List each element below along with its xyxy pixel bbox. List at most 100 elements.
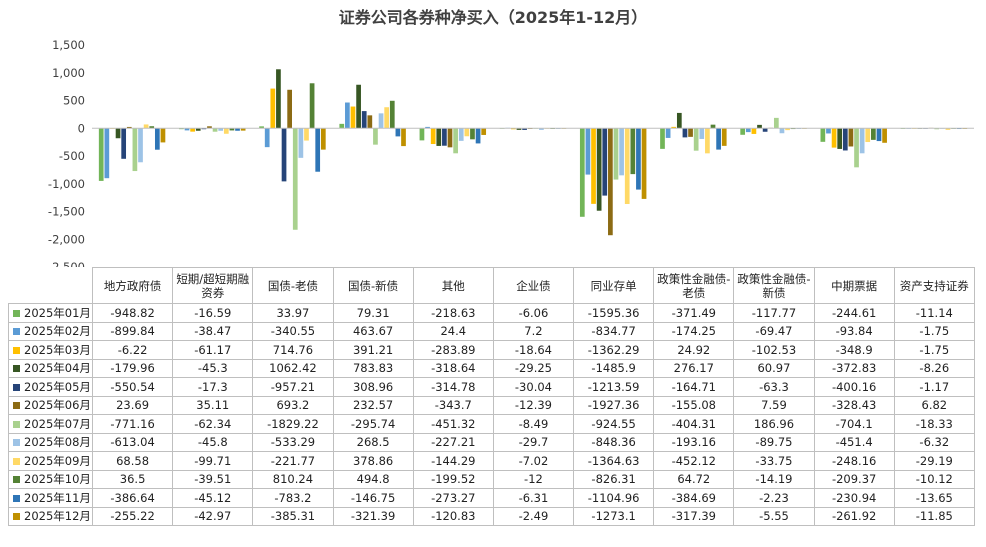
bar [630, 128, 636, 175]
bar [676, 112, 682, 129]
bar [395, 128, 401, 137]
table-cell: -30.04 [492, 377, 575, 397]
table-row: 2025年07月 -771.16 -62.34 -1829.22 -295.74 -451… [8, 414, 975, 434]
y-axis: 1,500 1,000 500 0 -500 -1,000 -1,500 -2,000 -2,5… [48, 38, 85, 267]
legend-swatch [13, 513, 20, 521]
table-cell: -283.89 [412, 340, 494, 360]
legend-swatch [13, 420, 20, 428]
table-cell: -16.59 [172, 303, 254, 323]
bar [779, 128, 785, 134]
bar [458, 128, 464, 141]
table-cell: 494.8 [332, 469, 414, 489]
table-cell: -221.77 [252, 451, 334, 471]
table-cell: -89.75 [733, 432, 815, 452]
table-cell: -6.32 [893, 432, 975, 452]
bar [436, 128, 442, 146]
table-cell: -1485.9 [573, 358, 655, 378]
table-cell: 60.97 [733, 358, 815, 378]
table-cell: -2.23 [733, 488, 815, 508]
table-cell: -295.74 [332, 414, 414, 434]
table-cell: -45.8 [172, 432, 254, 452]
bar [126, 126, 132, 129]
bar [143, 124, 149, 129]
legend-swatch [13, 328, 20, 336]
category-label: 政策性金融债-老债 [653, 267, 735, 304]
bar [378, 113, 384, 129]
table-cell: -834.77 [573, 321, 655, 341]
bar [831, 128, 837, 148]
table-cell: -69.47 [733, 321, 815, 341]
bar [608, 128, 613, 236]
table-cell: -164.71 [653, 377, 735, 397]
bar [641, 128, 647, 199]
table-row: 2025年10月 36.5 -39.51 810.24 494.8 -199.52 -12-… [8, 469, 975, 489]
table-cell: -6.31 [492, 488, 575, 508]
legend-swatch [13, 383, 20, 391]
bar [751, 128, 757, 134]
bar [276, 69, 281, 129]
table-cell: -371.49 [653, 303, 735, 323]
bar [384, 107, 390, 129]
series-legend-label: 2025年12月 [8, 506, 93, 526]
table-cell: -61.17 [172, 340, 254, 360]
table-cell: -783.2 [252, 488, 334, 508]
table-cell: -29.19 [893, 451, 975, 471]
table-cell: 783.83 [332, 358, 414, 378]
category-label: 短期/超短期融资券 [172, 267, 254, 304]
series-name: 2025年10月 [24, 472, 91, 487]
series-name: 2025年06月 [24, 398, 91, 413]
bar [345, 102, 350, 129]
bar [207, 126, 212, 129]
table-cell: -93.84 [813, 321, 895, 341]
bar [871, 128, 876, 140]
bar [699, 128, 705, 139]
table-cell: -1273.1 [573, 506, 655, 526]
table-cell: -18.64 [492, 340, 575, 360]
table-cell: -328.43 [813, 395, 895, 415]
bar [373, 128, 378, 145]
bar [425, 126, 430, 129]
bar [419, 128, 425, 141]
bar [516, 128, 522, 130]
table-cell: -1.75 [893, 340, 975, 360]
table-cell: -5.55 [733, 506, 815, 526]
table-cell: -384.69 [653, 488, 735, 508]
table-cell: -451.32 [412, 414, 494, 434]
table-cell: -17.3 [172, 377, 254, 397]
table-cell: -209.37 [813, 469, 895, 489]
bar [212, 128, 218, 132]
y-tick-label: 500 [63, 94, 85, 108]
bar [121, 128, 127, 159]
bar [223, 128, 229, 134]
table-cell: 79.31 [332, 303, 414, 323]
table-cell: -45.3 [172, 358, 254, 378]
category-label: 资产支持证券 [893, 267, 975, 304]
bar [859, 128, 865, 154]
bar [98, 128, 104, 181]
legend-swatch [13, 476, 20, 484]
table-cell: -33.75 [733, 451, 815, 471]
table-cell: -63.3 [733, 377, 815, 397]
y-tick-label: 1,000 [52, 66, 85, 80]
bar [309, 83, 315, 129]
table-row: 2025年04月 -179.96 -45.3 1062.42 783.83 -318.64… [8, 358, 975, 378]
table-cell: -230.94 [813, 488, 895, 508]
table-cell: -117.77 [733, 303, 815, 323]
bar [356, 84, 361, 129]
table-cell: -1362.29 [573, 340, 655, 360]
table-cell: -899.84 [91, 321, 174, 341]
bar [270, 88, 276, 129]
bar [682, 128, 688, 138]
y-tick-label: 0 [78, 121, 85, 135]
chart-plot: 1,500 1,000 500 0 -500 -1,000 -1,500 -2,000 -2,5… [48, 38, 974, 267]
table-cell: -372.83 [813, 358, 895, 378]
bar [240, 128, 246, 131]
table-cell: -8.26 [893, 358, 975, 378]
table-cell: -45.12 [172, 488, 254, 508]
bar [619, 128, 624, 176]
table-cell: -248.16 [813, 451, 895, 471]
table-cell: -42.97 [172, 506, 254, 526]
table-cell: -144.29 [412, 451, 494, 471]
table-cell: -533.29 [252, 432, 334, 452]
table-cell: -924.55 [573, 414, 655, 434]
